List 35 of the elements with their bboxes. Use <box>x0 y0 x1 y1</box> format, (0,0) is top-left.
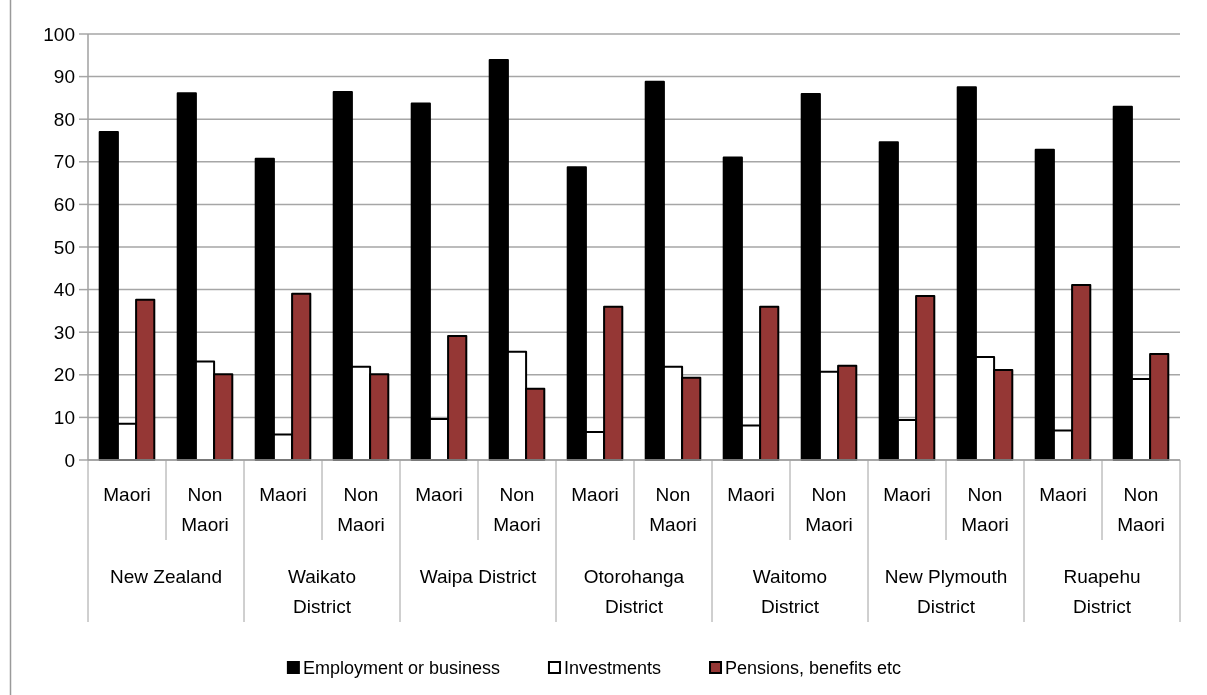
x-tick-label: Maori <box>571 483 619 505</box>
y-tick-label: 80 <box>53 108 75 130</box>
y-tick-label: 30 <box>53 321 75 343</box>
x-tick-label: Non Maori <box>649 483 697 535</box>
legend-label: Investments <box>563 658 662 679</box>
x-tick-label: Maori <box>259 483 307 505</box>
y-tick-label: 90 <box>53 66 75 88</box>
y-tick-label: 0 <box>64 449 75 471</box>
x-tick-label: Maori <box>883 483 931 505</box>
x-tick-label: Maori <box>103 483 151 505</box>
x-tick-label: Non Maori <box>337 483 385 535</box>
x-tick-label: Maori <box>415 483 463 505</box>
text: Waikato District <box>288 565 356 617</box>
text: Otorohanga District <box>583 565 685 617</box>
text: Waipa District <box>419 565 537 587</box>
y-tick-label: 100 <box>43 23 75 45</box>
y-tick-label: 70 <box>53 151 75 173</box>
text: Ruapehu District <box>1063 565 1141 617</box>
y-tick-label: 60 <box>53 194 75 216</box>
text: New Plymouth District <box>884 565 1008 617</box>
x-tick-label: Non Maori <box>181 483 229 535</box>
text: New Zealand <box>110 565 222 587</box>
y-tick-label: 40 <box>53 279 75 301</box>
x-tick-label: Non Maori <box>493 483 541 535</box>
x-tick-label: Maori <box>1039 483 1087 505</box>
x-tick-label: Non Maori <box>961 483 1009 535</box>
y-tick-label: 50 <box>53 236 75 258</box>
legend-label: Pensions, benefits etc <box>725 658 902 679</box>
text: Waitomo District <box>752 565 828 617</box>
y-tick-label: 20 <box>53 364 75 386</box>
x-tick-label: Non Maori <box>805 483 853 535</box>
x-tick-label: Non Maori <box>1117 483 1165 535</box>
y-tick-label: 10 <box>53 407 75 429</box>
legend-label: Employment or business <box>302 658 500 679</box>
x-tick-label: Maori <box>727 483 775 505</box>
